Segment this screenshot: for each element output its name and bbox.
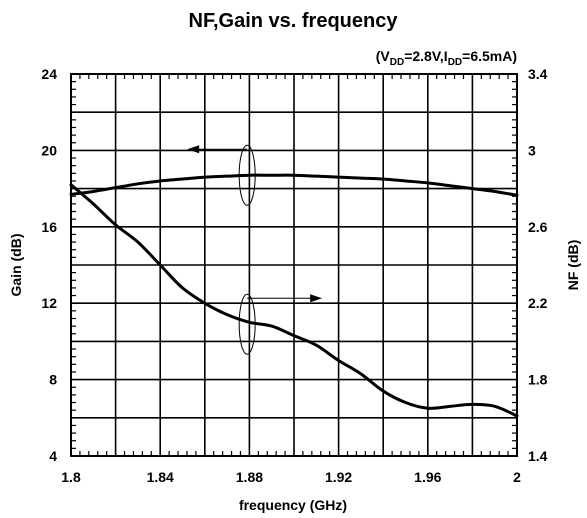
left-y-tick-label: 24 <box>41 66 57 82</box>
right-y-tick-label: 1.4 <box>528 448 548 464</box>
right-y-axis-label: NF (dB) <box>565 240 581 291</box>
bias-condition-label: (VDD=2.8V,IDD=6.5mA) <box>376 48 517 68</box>
annotation-arrow-head-left <box>187 145 200 154</box>
x-tick-label: 1.88 <box>236 469 263 485</box>
left-y-tick-label: 16 <box>41 219 57 235</box>
x-axis-label: frequency (GHz) <box>239 497 347 513</box>
annotation-arrow-head-right <box>310 294 323 303</box>
right-y-tick-label: 3 <box>528 142 536 158</box>
left-y-tick-label: 8 <box>49 372 57 388</box>
right-y-tick-labels: 1.4 1.8 2.2 2.6 3 3.4 <box>528 66 548 464</box>
left-y-tick-labels: 4 8 12 16 20 24 <box>41 66 57 464</box>
right-y-tick-label: 3.4 <box>528 66 548 82</box>
annotations <box>187 144 323 355</box>
gridlines <box>71 74 517 456</box>
x-tick-label: 1.8 <box>61 469 81 485</box>
left-y-tick-label: 12 <box>41 295 57 311</box>
x-tick-label: 2 <box>513 469 521 485</box>
right-y-tick-label: 1.8 <box>528 372 548 388</box>
left-y-axis-label: Gain (dB) <box>8 234 24 297</box>
plot-frame <box>70 73 518 457</box>
right-y-tick-label: 2.2 <box>528 295 548 311</box>
x-tick-labels: 1.8 1.84 1.88 1.92 1.96 2 <box>61 469 521 485</box>
x-tick-label: 1.92 <box>325 469 352 485</box>
chart-title: NF,Gain vs. frequency <box>189 10 399 32</box>
left-y-tick-label: 20 <box>41 142 57 158</box>
left-y-tick-label: 4 <box>49 448 57 464</box>
x-tick-label: 1.84 <box>147 469 174 485</box>
data-series <box>69 173 519 418</box>
annotation-ellipse <box>238 144 256 206</box>
x-tick-label: 1.96 <box>414 469 441 485</box>
right-y-tick-label: 2.6 <box>528 219 548 235</box>
annotation-ellipse <box>238 293 256 355</box>
gain-series-line <box>69 173 519 197</box>
nf-series-line <box>69 183 519 418</box>
